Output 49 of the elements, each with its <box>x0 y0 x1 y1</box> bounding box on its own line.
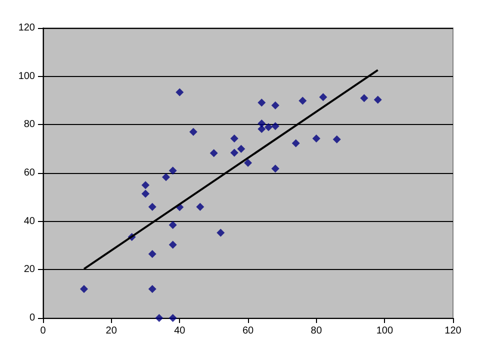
point <box>244 158 252 167</box>
point <box>360 94 368 102</box>
point <box>374 96 382 104</box>
x-tick-label: 100 <box>376 326 394 336</box>
y-tick-label: 100 <box>18 70 36 82</box>
point <box>271 122 280 130</box>
x-tick-label: 0 <box>40 326 46 336</box>
point <box>168 240 177 249</box>
point <box>80 285 88 293</box>
y-tick-label: 60 <box>24 168 36 178</box>
point <box>230 148 238 157</box>
point <box>142 181 150 190</box>
x-tick-label: 40 <box>174 326 186 336</box>
x-tick-label: 120 <box>444 326 462 336</box>
point <box>319 93 328 102</box>
point <box>298 96 307 105</box>
point <box>216 228 225 237</box>
point <box>148 250 156 258</box>
point <box>271 101 280 110</box>
y-tick-label: 40 <box>24 216 36 227</box>
point <box>162 173 170 182</box>
x-tick-label: 80 <box>310 326 322 336</box>
point <box>258 119 266 128</box>
point <box>148 285 156 293</box>
point <box>210 149 218 158</box>
y-tick-label: 80 <box>24 119 36 130</box>
point <box>155 314 164 322</box>
point <box>258 125 266 134</box>
point <box>176 88 184 96</box>
point <box>142 190 150 198</box>
point <box>148 202 156 211</box>
point <box>168 314 177 322</box>
point <box>258 98 266 107</box>
point <box>230 134 238 142</box>
point <box>264 123 272 132</box>
y-tick-label: 0 <box>29 312 36 324</box>
y-tick-label: 120 <box>18 22 36 34</box>
x-tick-label: 60 <box>242 326 254 336</box>
point <box>168 166 177 175</box>
point <box>237 144 246 153</box>
x-tick-label: 20 <box>106 326 118 336</box>
point <box>196 202 204 211</box>
point <box>312 134 320 142</box>
point <box>189 128 198 136</box>
point <box>332 135 341 144</box>
point <box>168 220 177 229</box>
point <box>271 164 280 173</box>
point <box>292 139 300 148</box>
y-tick-label: 20 <box>24 264 36 276</box>
